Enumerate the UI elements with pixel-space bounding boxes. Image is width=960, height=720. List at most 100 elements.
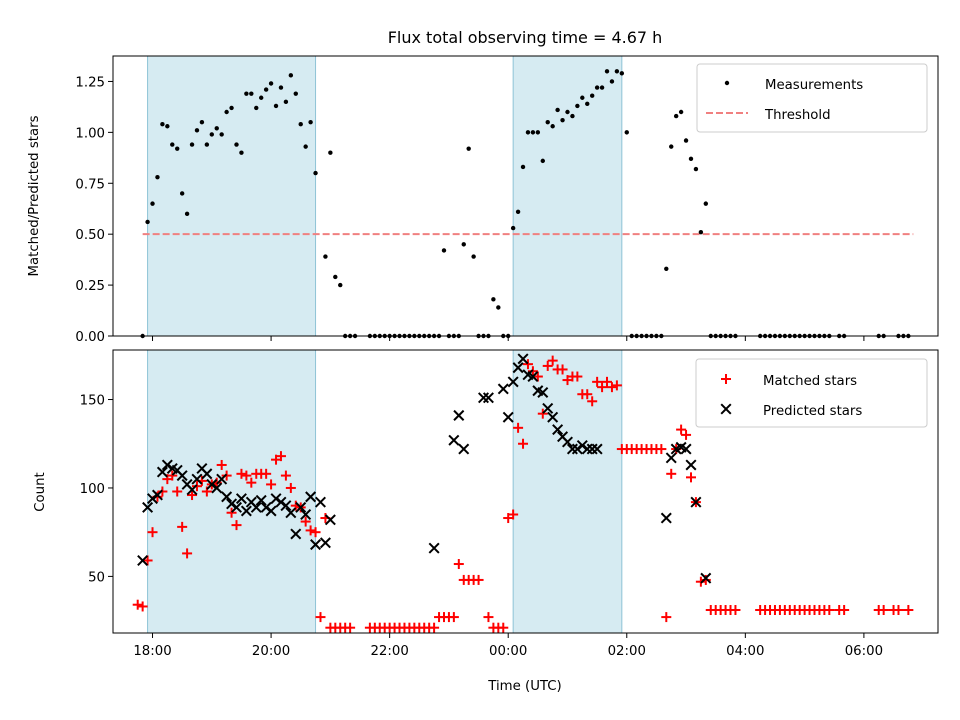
predicted-star-point: [240, 505, 252, 517]
legend-measurements-label: Measurements: [765, 78, 863, 93]
bottom-shaded-regions: [147, 349, 623, 634]
measurement-point: [259, 95, 264, 100]
measurement-point: [239, 150, 244, 155]
matched-star-point: [537, 408, 548, 419]
measurement-point: [604, 69, 610, 74]
predicted-star-point: [137, 554, 149, 566]
predicted-star-point: [527, 371, 539, 383]
predicted-star-point: [547, 411, 559, 423]
predicted-star-point: [680, 443, 692, 455]
measurement-point: [664, 266, 669, 271]
measurement-point: [688, 156, 694, 162]
measurement-point: [599, 85, 605, 90]
predicted-star-point: [235, 493, 247, 505]
matched-star-point: [305, 525, 316, 536]
predicted-star-point: [660, 512, 672, 524]
predicted-star-point: [552, 424, 564, 436]
matched-star-point: [513, 422, 524, 433]
predicted-star-point: [685, 459, 697, 471]
matched-star-point: [681, 429, 692, 440]
measurement-point: [263, 87, 269, 92]
measurement-point: [693, 166, 699, 172]
predicted-star-point: [201, 468, 213, 480]
predicted-star-point: [305, 491, 317, 503]
predicted-star-point: [265, 505, 277, 517]
matched-star-point: [187, 490, 198, 501]
top-shaded-interval-1: [512, 55, 623, 337]
top-y-tick-label: 0.00: [75, 330, 105, 345]
legend-measurements-marker: [724, 80, 730, 86]
top-plot-frame: [112, 55, 939, 337]
matched-star-point: [661, 612, 672, 623]
measurement-point: [160, 122, 165, 127]
bottom-y-axis: 50 100 150: [80, 394, 113, 585]
top-y-axis: 0.00 0.25 0.50 0.75 1.00 1.25: [75, 75, 113, 345]
predicted-star-point: [191, 473, 203, 485]
top-y-tick-label: 0.75: [75, 177, 105, 192]
matched-stars-points: [132, 355, 914, 633]
measurement-point: [288, 73, 294, 78]
matched-star-point: [132, 599, 143, 610]
measurement-point: [303, 144, 308, 149]
matched-star-point: [824, 605, 835, 616]
predicted-star-point: [211, 482, 223, 494]
matched-star-point: [602, 376, 613, 387]
matched-star-point: [226, 507, 237, 518]
matched-star-point: [246, 477, 257, 488]
top-y-axis-label: Matched/Predicted stars: [27, 115, 42, 276]
matched-star-point: [216, 459, 227, 470]
matched-star-point: [508, 509, 519, 520]
measurement-point: [550, 124, 555, 129]
predicted-star-point: [428, 542, 440, 554]
matched-star-point: [700, 574, 711, 585]
measurement-points: [140, 69, 911, 339]
matched-star-point: [730, 605, 741, 616]
matched-star-point: [177, 521, 188, 532]
matched-star-point: [266, 479, 277, 490]
matched-star-point: [236, 468, 247, 479]
matched-star-point: [285, 482, 296, 493]
predicted-star-point: [517, 353, 529, 365]
bottom-x-axis: 18:00 20:00 22:00 00:00 02:00 04:00 06:00: [133, 633, 883, 659]
predicted-star-point: [458, 443, 470, 455]
measurement-point: [283, 99, 289, 105]
measurement-point: [575, 103, 580, 109]
matched-star-point: [522, 359, 533, 370]
top-shaded-regions: [147, 55, 623, 337]
measurement-point: [214, 126, 219, 131]
measurement-point: [570, 113, 575, 119]
measurement-point: [278, 85, 284, 90]
measurement-point: [698, 229, 704, 235]
predicted-star-point: [507, 376, 519, 388]
predicted-star-point: [665, 452, 677, 464]
measurement-point: [199, 119, 205, 125]
matched-star-point: [582, 389, 593, 400]
predicted-star-point: [537, 386, 549, 398]
measurement-point: [461, 242, 466, 247]
matched-star-point: [656, 444, 667, 455]
predicted-star-point: [186, 484, 198, 496]
bottom-shaded-interval-1: [512, 349, 623, 634]
matched-star-point: [611, 380, 622, 391]
matched-star-point: [676, 424, 687, 435]
measurement-point: [496, 305, 501, 310]
measurement-point: [175, 146, 180, 151]
measurement-point: [510, 225, 516, 231]
measurement-point: [234, 142, 239, 147]
matched-star-point: [241, 470, 252, 481]
predicted-star-point: [542, 402, 554, 414]
matched-star-point: [483, 612, 494, 623]
measurement-point: [170, 142, 175, 147]
matched-star-point: [518, 438, 529, 449]
measurement-point: [224, 109, 229, 115]
top-panel: Flux total observing time = 4.67 h 0.000…: [27, 28, 939, 345]
measurement-point: [338, 282, 343, 288]
matched-star-point: [182, 548, 193, 559]
measurement-point: [333, 274, 338, 280]
matched-star-point: [142, 555, 153, 566]
matched-star-point: [498, 622, 509, 633]
bottom-legend: Matched stars Predicted stars: [695, 358, 928, 428]
predicted-star-point: [285, 507, 297, 519]
bottom-y-axis-label: Count: [33, 472, 48, 512]
